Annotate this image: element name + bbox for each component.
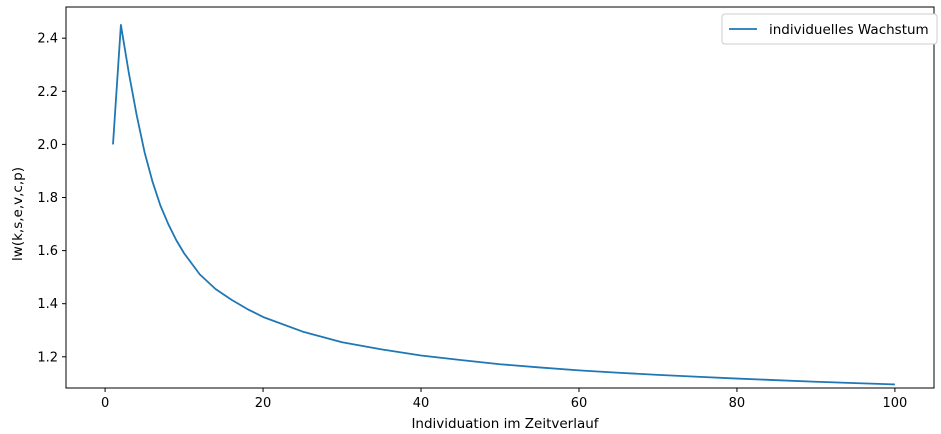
x-tick-label: 20 (255, 396, 272, 411)
y-tick-label: 2.2 (37, 85, 58, 100)
x-tick-label: 60 (571, 396, 588, 411)
legend-entry-label: individuelles Wachstum (769, 22, 929, 38)
plot-frame (65, 6, 935, 389)
series-line-0 (112, 24, 895, 386)
x-axis-label: Individuation im Zeitverlauf (411, 416, 599, 432)
plot-area (65, 6, 935, 389)
x-tick-label: 40 (413, 396, 430, 411)
y-tick-label: 2.4 (37, 32, 58, 47)
y-tick-label: 1.8 (37, 191, 58, 206)
legend-frame (721, 13, 938, 45)
y-tick-label: 1.2 (37, 350, 58, 365)
x-tick-label: 80 (729, 396, 746, 411)
x-tick-label: 100 (882, 396, 907, 411)
y-axis-label: lw(k,s,e,v,c,p) (10, 167, 26, 261)
tick-layer: 0 20 40 60 80 100 1.2 1.4 1.6 1.8 2.0 2.2 2.4 (37, 32, 907, 411)
y-tick-label: 1.6 (37, 244, 58, 259)
y-tick-label: 1.4 (37, 297, 58, 312)
legend: individuelles Wachstum (721, 13, 938, 45)
x-tick-label: 0 (101, 396, 109, 411)
y-tick-label: 2.0 (37, 138, 58, 153)
